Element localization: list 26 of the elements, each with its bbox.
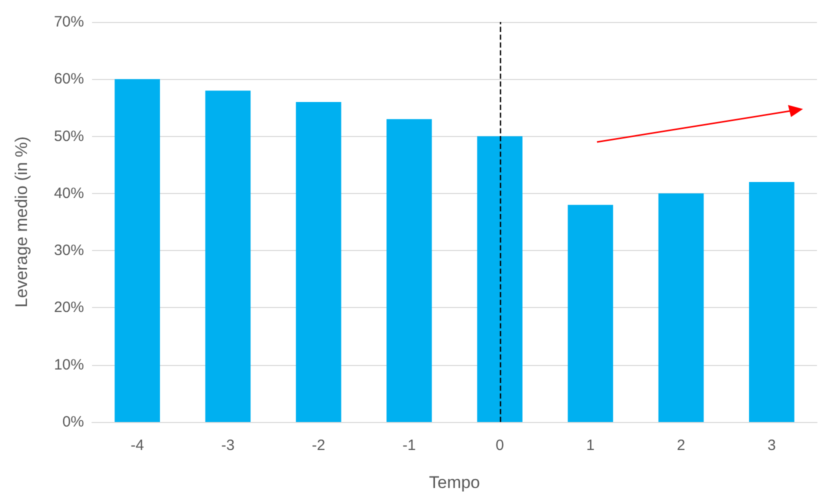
y-tick-label: 70%	[54, 14, 84, 30]
y-tick-label: 10%	[54, 356, 84, 374]
bar	[568, 204, 614, 422]
bar	[296, 102, 342, 422]
bar	[749, 182, 794, 422]
x-tick-label: 1	[586, 437, 595, 454]
y-tick-label: 40%	[54, 184, 84, 202]
bar	[477, 136, 522, 422]
y-tick-label: 60%	[54, 70, 84, 88]
x-tick-label: -3	[221, 437, 235, 454]
y-axis-title: Leverage medio (in %)	[12, 136, 31, 308]
y-tick-label: 20%	[54, 299, 84, 316]
x-tick-label: -1	[402, 437, 416, 454]
x-tick-label: -4	[130, 437, 144, 454]
bar	[205, 90, 251, 422]
bar	[658, 193, 704, 422]
x-tick-label: 2	[676, 437, 686, 454]
y-tick-label: 30%	[54, 242, 84, 260]
bar	[114, 79, 160, 422]
y-tick-label: 0%	[62, 414, 84, 430]
y-tick-label: 50%	[54, 128, 84, 145]
x-axis-title: Tempo	[428, 473, 480, 492]
bar	[386, 119, 432, 422]
x-tick-label: 0	[496, 437, 504, 454]
x-tick-label: 3	[768, 437, 776, 454]
x-tick-label: -2	[312, 437, 326, 454]
